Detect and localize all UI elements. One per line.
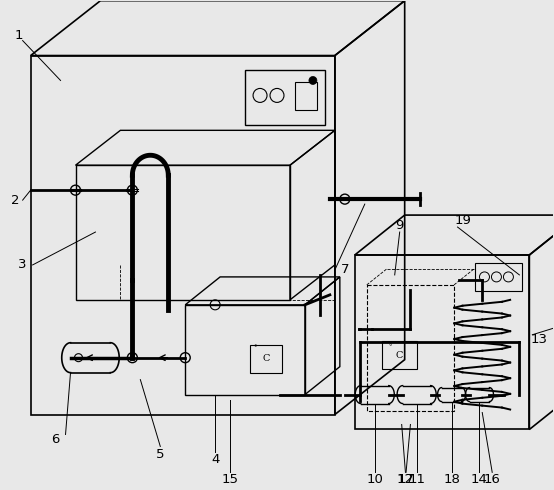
Text: 9: 9 xyxy=(396,219,404,232)
Bar xyxy=(382,342,417,369)
Text: 13: 13 xyxy=(531,333,548,346)
Text: 4: 4 xyxy=(211,453,219,466)
Text: °: ° xyxy=(388,344,392,350)
Text: 2: 2 xyxy=(12,194,20,207)
Text: 3: 3 xyxy=(18,258,27,271)
Text: 6: 6 xyxy=(52,433,60,446)
Text: 7: 7 xyxy=(341,264,349,276)
Text: 15: 15 xyxy=(222,473,239,486)
Bar xyxy=(185,305,305,394)
Text: 5: 5 xyxy=(156,448,165,461)
Bar xyxy=(367,285,454,411)
Circle shape xyxy=(309,76,317,84)
Bar xyxy=(75,165,290,300)
Bar xyxy=(245,71,325,125)
Text: 12: 12 xyxy=(397,473,414,486)
Bar xyxy=(295,82,317,110)
Text: °: ° xyxy=(253,346,257,352)
Bar xyxy=(475,263,522,291)
Text: 10: 10 xyxy=(366,473,383,486)
Text: 11: 11 xyxy=(408,473,425,486)
Text: 14: 14 xyxy=(471,473,488,486)
Bar xyxy=(250,345,282,372)
Text: C: C xyxy=(395,351,402,360)
Bar xyxy=(355,255,530,429)
Text: 1: 1 xyxy=(14,29,23,42)
Text: C: C xyxy=(263,354,270,363)
Bar xyxy=(30,55,335,415)
Text: 17: 17 xyxy=(398,473,414,486)
Text: 18: 18 xyxy=(443,473,460,486)
Text: 19: 19 xyxy=(454,214,471,226)
Text: 16: 16 xyxy=(484,473,501,486)
